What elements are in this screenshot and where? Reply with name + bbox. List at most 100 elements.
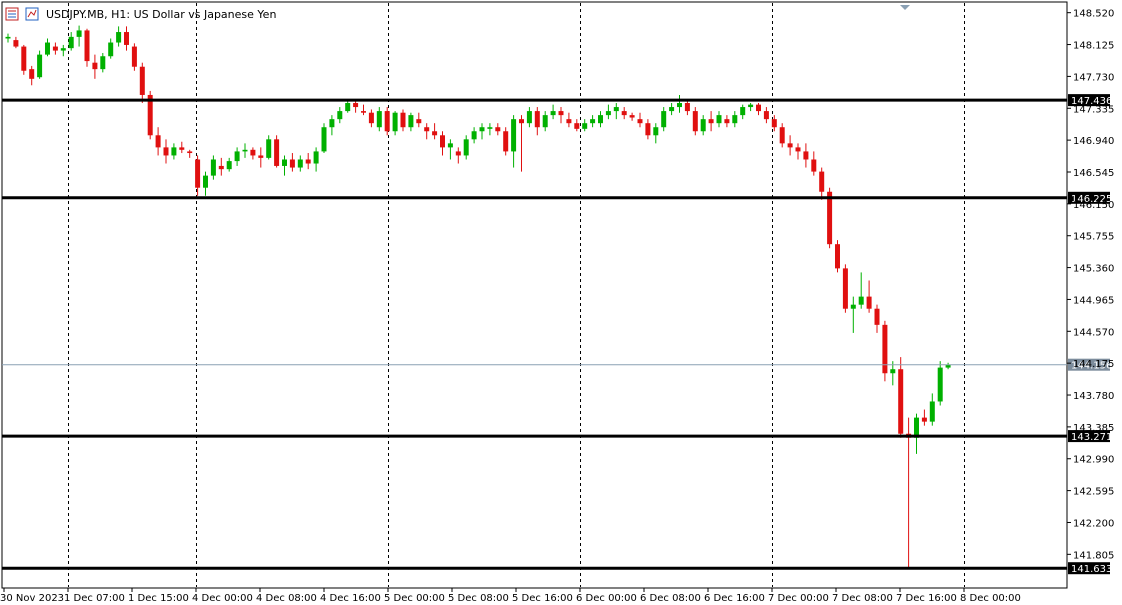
bear-candle-body [179,147,185,150]
candle [613,103,619,120]
candle [605,104,611,120]
candle [684,98,690,116]
candle [858,272,864,309]
level-price-tag [1068,191,1110,204]
candle [708,111,714,132]
y-tick-label: 143.780 [1073,391,1114,402]
bear-candle-body [637,119,643,124]
candle [771,115,777,132]
candle [526,107,532,128]
candle [179,141,185,154]
bear-candle-body [195,159,201,188]
bull-candle-body [471,131,477,140]
bear-candle-body [187,151,193,154]
bear-candle-body [124,32,129,45]
bear-candle-body [787,143,793,148]
bull-candle-body [171,147,177,156]
bear-candle-body [621,111,627,116]
bull-candle-body [297,159,303,168]
plot-frame [1,1,1068,589]
bull-candle-body [45,42,50,55]
candle [914,413,919,454]
candle [929,393,935,426]
candle [692,107,698,136]
bear-candle-body [368,112,374,124]
candle [447,139,453,160]
bull-candle-body [313,151,319,164]
x-tick-label: 4 Dec 08:00 [256,593,317,604]
candle [5,33,11,43]
chart-shift-marker[interactable] [900,5,910,10]
y-tick-label: 144.570 [1073,327,1114,338]
y-tick-label: 146.545 [1073,168,1114,179]
candle [621,107,627,120]
bear-candle-body [503,131,509,152]
candle [305,153,311,170]
level-price-label: 141.633 [1071,564,1112,575]
bull-candle-body [76,30,82,37]
bear-candle-body [811,159,817,172]
candle [945,362,951,370]
bull-candle-body [266,139,272,158]
candle [534,107,540,136]
candle [266,135,272,160]
candle [13,36,19,49]
bear-candle-body [92,62,98,70]
x-tick-label: 4 Dec 00:00 [192,593,253,604]
bear-candle-body [258,155,264,158]
candle [171,143,177,160]
candle [519,115,524,172]
bid-price-tag [1068,358,1110,371]
bear-candle-body [842,268,848,309]
y-tick-label: 146.940 [1073,136,1114,147]
candle [842,264,848,313]
candle [463,135,469,160]
candle [432,123,438,140]
candle [242,143,248,158]
candle [653,123,659,144]
level-price-tag [1068,94,1110,107]
bull-candle-body [68,36,74,49]
bear-candle-body [52,46,58,51]
bull-candle-body [542,115,548,128]
bear-candle-body [519,119,524,124]
bear-candle-body [147,94,153,136]
price-scale: 148.520 148.125 147.730 147.335 146.940 146.5… [1067,9,1114,561]
candle [274,135,280,168]
bull-candle-body [321,127,327,152]
bear-candle-body [432,131,438,136]
candle [645,119,651,140]
candle [756,103,761,116]
indicator-list-icon[interactable] [25,7,39,21]
bear-candle-body [21,46,27,71]
bull-candle-body [282,159,287,166]
candle [131,43,137,71]
candle [337,107,343,124]
candle [361,104,366,116]
window-menu-icon[interactable] [5,7,19,21]
candle [218,157,224,176]
candle [471,127,477,144]
y-tick-label: 145.755 [1073,232,1114,243]
bear-candle-body [882,324,888,374]
bear-candle-body [495,127,501,132]
bear-candle-body [274,139,280,166]
candle [716,111,722,128]
bull-candle-body [929,401,935,422]
candle [763,107,769,124]
bear-candle-body [874,308,880,325]
x-tick-label: 7 Dec 16:00 [896,593,957,604]
candle [503,127,509,156]
candle [566,112,572,128]
bear-candle-body [424,127,430,132]
bid-price-label: 144.156 [1071,361,1112,372]
candle [495,123,501,136]
bull-candle-body [945,364,951,368]
bear-candle-body [835,244,840,269]
candle [100,53,106,73]
candle [116,26,122,47]
bull-candle-body [100,56,106,70]
bull-candle-body [337,111,343,120]
y-tick-label: 142.200 [1073,518,1114,529]
